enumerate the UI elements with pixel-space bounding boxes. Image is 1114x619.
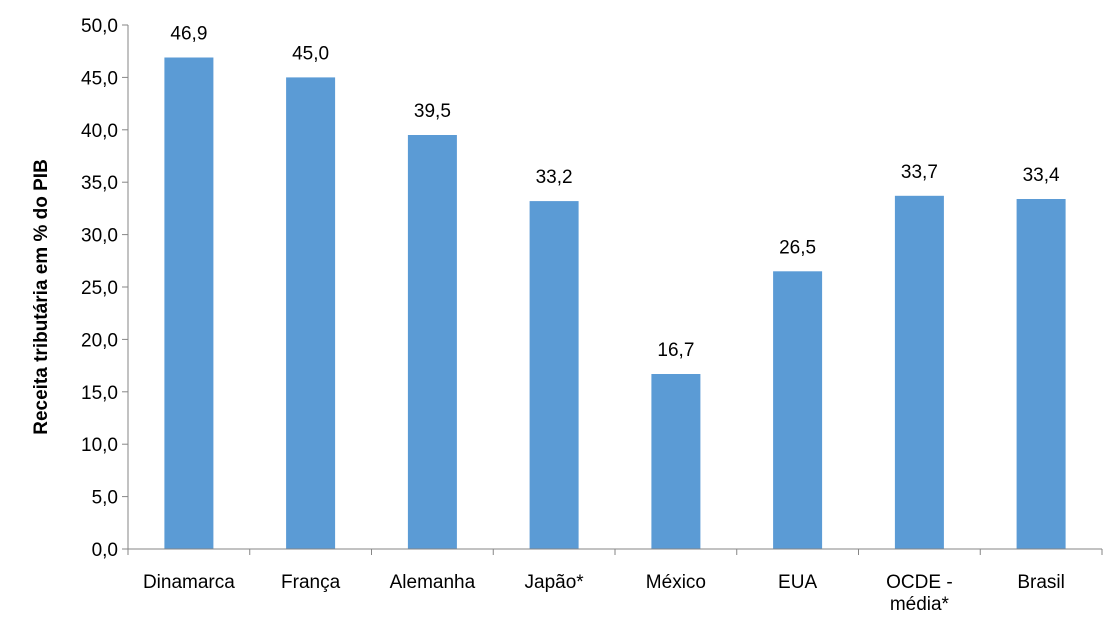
y-tick-label-7: 35,0 xyxy=(81,173,118,194)
x-category-label-7-line-0: Brasil xyxy=(1017,572,1065,593)
bar-4 xyxy=(651,374,701,549)
x-category-label-4-line-0: México xyxy=(646,572,706,593)
x-category-label-2: Alemanha xyxy=(390,572,476,593)
bar-1 xyxy=(286,77,336,550)
y-tick-label-3: 15,0 xyxy=(81,383,118,404)
x-category-label-6: OCDE -média* xyxy=(886,572,953,614)
x-category-label-6-line-0: OCDE - xyxy=(886,572,953,593)
y-axis-title: Receita tributária em % do PIB xyxy=(31,159,52,435)
x-category-label-2-line-0: Alemanha xyxy=(390,572,476,593)
data-label-5: 26,5 xyxy=(779,237,816,258)
x-category-label-1: França xyxy=(281,572,341,593)
axes-layer xyxy=(122,24,1103,555)
bar-3 xyxy=(529,201,579,549)
y-tick-label-6: 30,0 xyxy=(81,226,118,247)
x-category-label-5: EUA xyxy=(778,572,817,593)
x-category-label-0-line-0: Dinamarca xyxy=(143,572,235,593)
x-category-label-7: Brasil xyxy=(1017,572,1065,593)
y-axis-title-group: Receita tributária em % do PIB xyxy=(31,159,52,435)
bar-5 xyxy=(773,271,823,549)
y-tick-label-2: 10,0 xyxy=(81,435,118,456)
bar-0 xyxy=(164,57,214,549)
data-label-4: 16,7 xyxy=(657,340,694,361)
data-label-3: 33,2 xyxy=(536,167,573,188)
y-tick-label-5: 25,0 xyxy=(81,278,118,299)
bar-2 xyxy=(407,135,457,549)
bars-layer xyxy=(164,57,1066,550)
data-label-2: 39,5 xyxy=(414,101,451,122)
y-tick-label-4: 20,0 xyxy=(81,330,118,351)
x-category-label-5-line-0: EUA xyxy=(778,572,817,593)
x-category-label-6-line-1: média* xyxy=(890,594,950,614)
bar-6 xyxy=(894,195,944,550)
x-category-label-1-line-0: França xyxy=(281,572,341,593)
x-category-label-3: Japão* xyxy=(525,572,585,593)
data-label-0: 46,9 xyxy=(170,24,207,45)
data-label-7: 33,4 xyxy=(1023,165,1060,186)
bar-7 xyxy=(1016,199,1066,549)
y-tick-label-9: 45,0 xyxy=(81,68,118,89)
y-tick-label-8: 40,0 xyxy=(81,121,118,142)
x-category-label-3-line-0: Japão* xyxy=(525,572,585,593)
data-label-6: 33,7 xyxy=(901,162,938,183)
data-label-1: 45,0 xyxy=(292,43,329,64)
x-category-label-0: Dinamarca xyxy=(143,572,235,593)
labels-layer: 46,9 45,0 39,5 33,2 16,7 26,5 33,7 33,4 0,0 5,0 10… xyxy=(81,16,1065,615)
y-tick-label-10: 50,0 xyxy=(81,16,118,37)
y-tick-label-0: 0,0 xyxy=(92,540,118,561)
y-tick-label-1: 5,0 xyxy=(92,488,118,509)
x-category-label-4: México xyxy=(646,572,706,593)
